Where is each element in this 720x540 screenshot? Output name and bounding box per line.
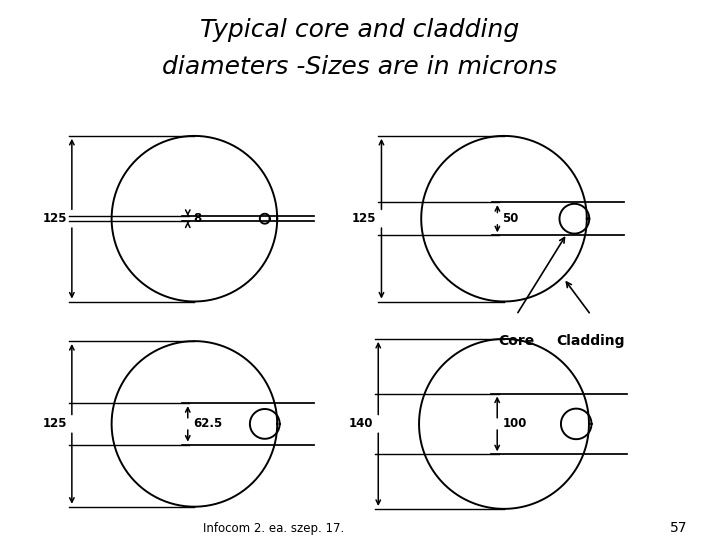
Text: 8: 8 [193,212,201,225]
Text: 125: 125 [42,212,67,225]
Text: diameters -Sizes are in microns: diameters -Sizes are in microns [163,56,557,79]
Text: 57: 57 [670,521,688,535]
Text: 140: 140 [348,417,373,430]
Text: Typical core and cladding: Typical core and cladding [200,18,520,42]
Text: 50: 50 [503,212,519,225]
Text: 62.5: 62.5 [193,417,222,430]
Text: Infocom 2. ea. szep. 17.: Infocom 2. ea. szep. 17. [203,522,344,535]
Text: 125: 125 [42,417,67,430]
Text: 125: 125 [352,212,377,225]
Text: Cladding: Cladding [557,334,625,348]
Text: Core: Core [498,334,534,348]
Text: 100: 100 [503,417,526,430]
